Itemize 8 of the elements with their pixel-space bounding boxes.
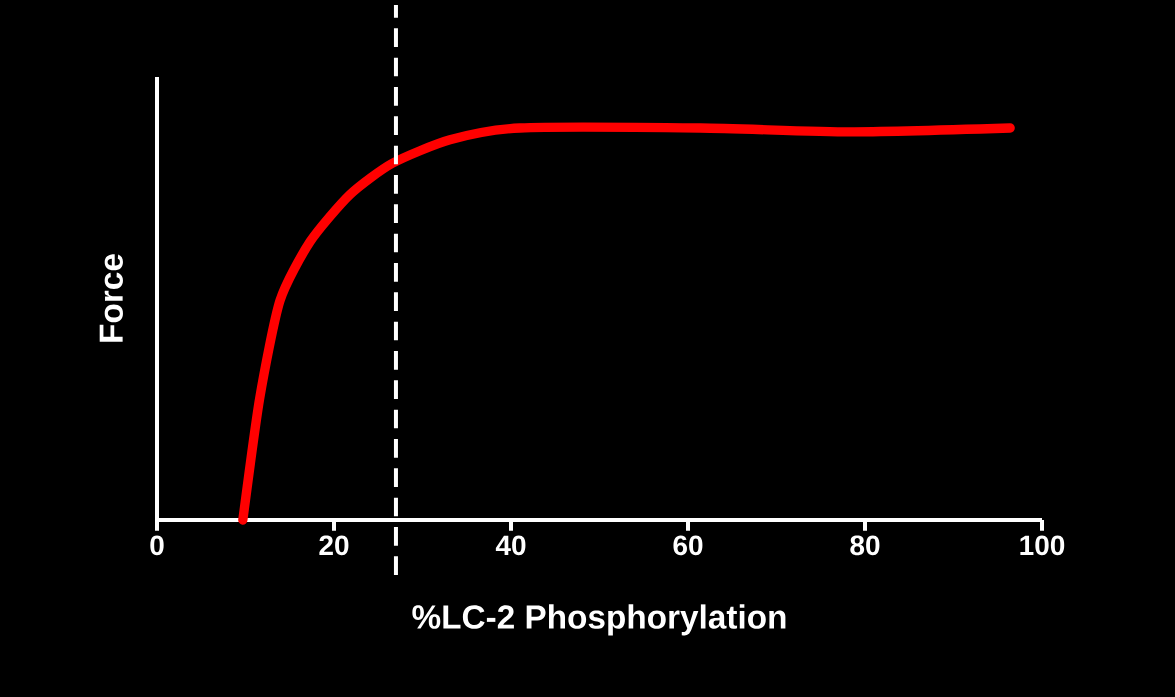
x-tick-label: 100 [1020, 535, 1065, 556]
x-axis-title: %LC-2 Phosphorylation [412, 604, 786, 636]
x-tick-label: 60 [673, 535, 703, 556]
y-axis-title: Force [99, 254, 123, 342]
x-tick-label: 20 [319, 535, 349, 556]
x-tick-label: 80 [850, 535, 880, 556]
x-tick-label: 0 [150, 535, 164, 556]
x-tick-label: 40 [495, 535, 526, 556]
